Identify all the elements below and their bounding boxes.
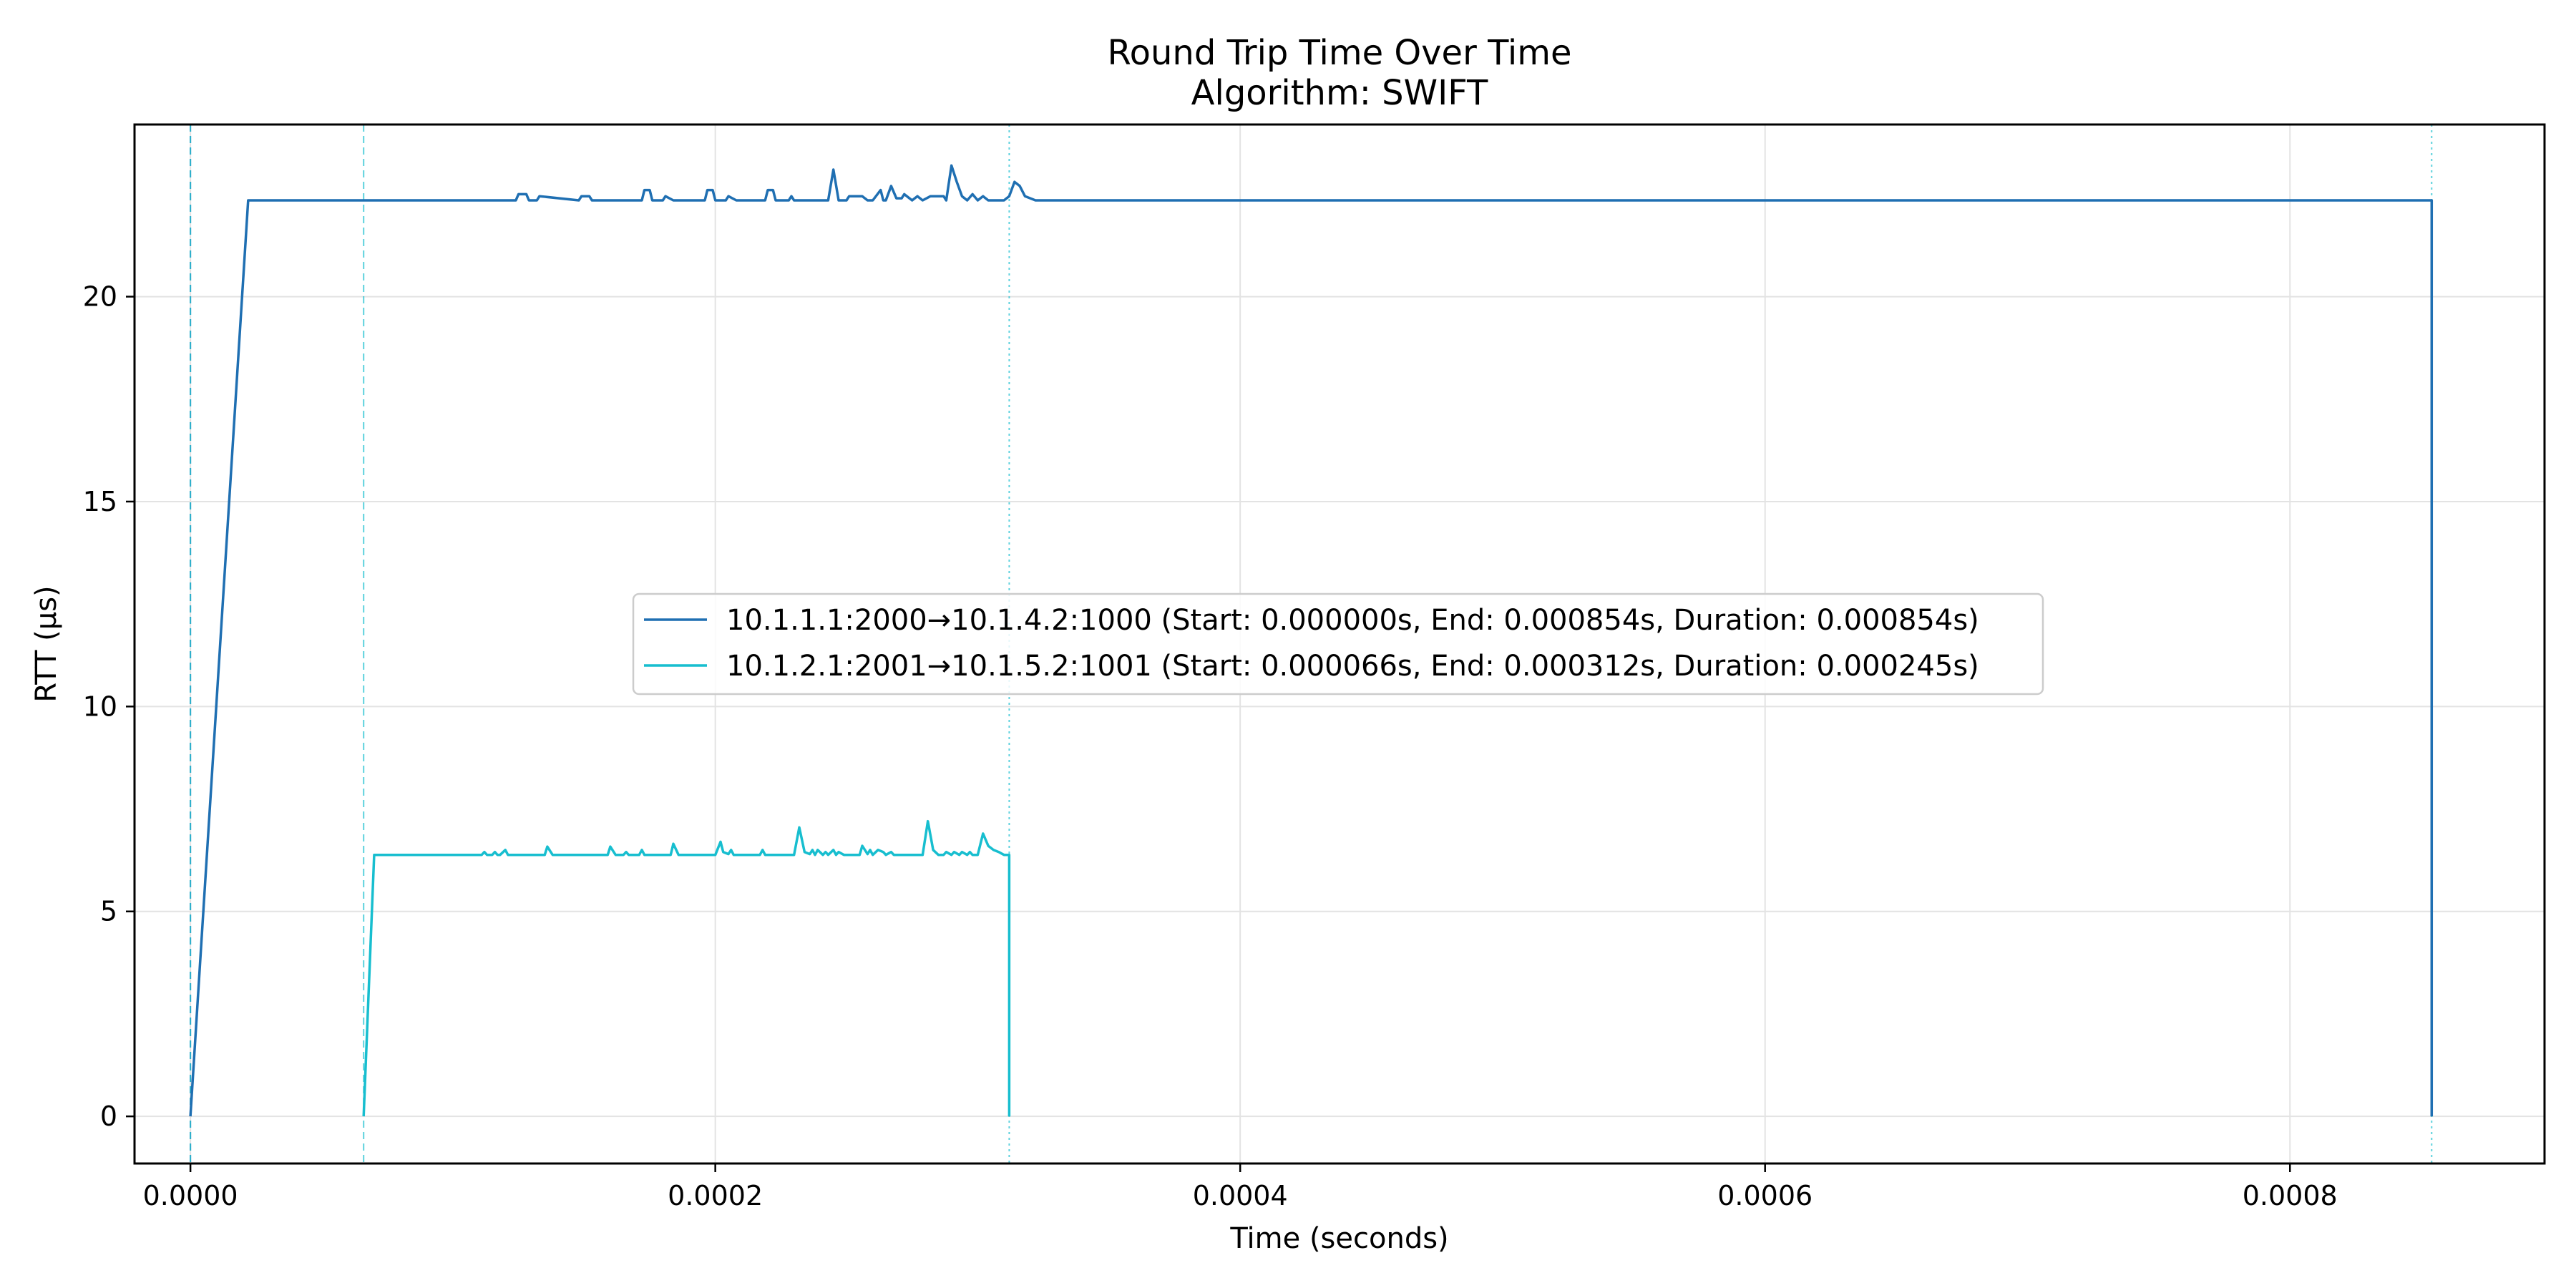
y-axis-label: RTT (μs) (30, 585, 63, 702)
x-tick-label: 0.0000 (143, 1180, 238, 1211)
series-lines (189, 164, 2434, 1117)
x-tick-label: 0.0008 (2243, 1180, 2338, 1211)
x-axis-ticks: 0.0000 0.0002 0.0004 0.0006 0.0008 (143, 1163, 2338, 1211)
y-tick-label: 20 (83, 281, 117, 313)
y-tick-label: 5 (100, 896, 117, 927)
chart-title: Round Trip Time Over Time (1107, 33, 1571, 73)
y-tick-label: 10 (83, 691, 117, 722)
series-line-1 (189, 164, 2434, 1117)
legend-label-series-2: 10.1.2.1:2001→10.1.5.2:1001 (Start: 0.00… (726, 650, 1979, 683)
x-tick-label: 0.0004 (1193, 1180, 1288, 1211)
legend-box (632, 592, 2044, 696)
plot-area-frame (133, 123, 2546, 1165)
legend: 10.1.1.1:2000→10.1.4.2:1000 (Start: 0.00… (632, 592, 2044, 696)
x-tick-label: 0.0006 (1717, 1180, 1813, 1211)
x-tick-label: 0.0002 (668, 1180, 763, 1211)
y-tick-label: 0 (100, 1101, 117, 1132)
legend-label-series-1: 10.1.1.1:2000→10.1.4.2:1000 (Start: 0.00… (726, 604, 1979, 637)
series-line-2 (362, 819, 1011, 1117)
y-tick-label: 15 (83, 486, 117, 517)
x-axis-label: Time (seconds) (1229, 1222, 1448, 1255)
chart-subtitle: Algorithm: SWIFT (1191, 73, 1488, 113)
y-axis-ticks: 0 5 10 15 20 (83, 281, 135, 1132)
